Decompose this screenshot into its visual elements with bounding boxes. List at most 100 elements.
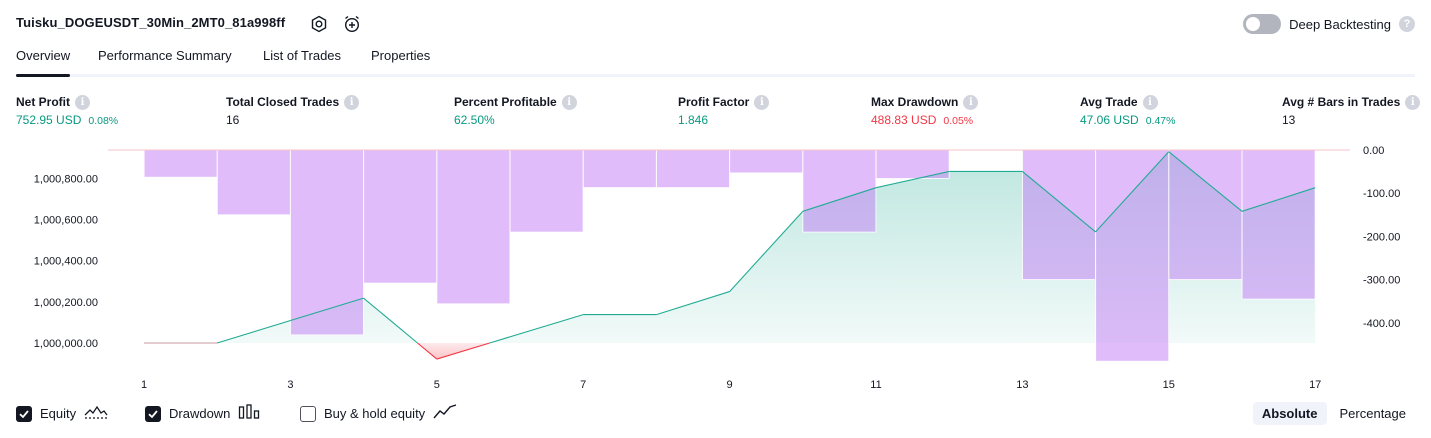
- metric-label: Total Closed Trades: [226, 95, 340, 109]
- drawdown-bar: [1168, 149, 1243, 281]
- right-axis-tick-label: -200.00: [1363, 231, 1400, 243]
- x-axis-tick-label: 13: [1016, 379, 1028, 391]
- x-axis-tick-label: 15: [1163, 379, 1175, 391]
- legend-label: Drawdown: [169, 406, 231, 421]
- legend-drawdown[interactable]: Drawdown: [145, 404, 260, 423]
- right-axis-tick-label: 0.00: [1363, 145, 1384, 157]
- equity-line-segment: [1022, 170, 1096, 233]
- percentage-button[interactable]: Percentage: [1339, 406, 1407, 421]
- drawdown-bar: [143, 149, 218, 178]
- tab-list-of-trades[interactable]: List of Trades: [263, 48, 342, 63]
- metric-value: 16: [226, 113, 240, 127]
- equity-line-segment: [417, 342, 438, 360]
- legend-buy-hold-equity[interactable]: Buy & hold equity: [300, 404, 457, 423]
- deep-backtesting-toggle[interactable]: [1243, 14, 1282, 34]
- drawdown-bar: [656, 149, 730, 188]
- add-alert-icon[interactable]: [342, 14, 362, 34]
- drawdown-bar: [363, 149, 438, 284]
- metric-total-closed-trades: Total Closed Trades i 16: [226, 93, 360, 127]
- report-header: Tuisku_DOGEUSDT_30Min_2MT0_81a998ff Deep…: [16, 12, 1415, 38]
- tab-properties[interactable]: Properties: [371, 48, 431, 63]
- left-axis-tick-label: 1,000,600.00: [34, 215, 98, 227]
- x-axis-tick-label: 17: [1309, 379, 1321, 391]
- metric-profit-factor: Profit Factor i 1.846: [678, 93, 770, 127]
- left-axis-tick-label: 1,000,200.00: [34, 297, 98, 309]
- metric-label: Avg Trade: [1080, 95, 1138, 109]
- info-icon[interactable]: i: [561, 94, 577, 110]
- x-axis-tick-label: 3: [287, 379, 293, 391]
- bar-chart-icon: [238, 404, 260, 423]
- area-chart-icon: [84, 404, 108, 423]
- metric-percent-profitable: Percent Profitable i 62.50%: [454, 93, 577, 127]
- metric-percent: 0.05%: [943, 115, 974, 127]
- drawdown-bar: [582, 149, 657, 188]
- metric-percent: 0.08%: [88, 115, 119, 127]
- help-icon[interactable]: ?: [1399, 16, 1415, 32]
- right-axis-tick-label: -300.00: [1363, 275, 1400, 287]
- info-icon[interactable]: i: [754, 94, 770, 110]
- view-mode-switch: Absolute Percentage: [1252, 402, 1415, 425]
- legend-equity[interactable]: Equity: [16, 404, 108, 423]
- equity-negative-area: [417, 343, 490, 360]
- equity-drawdown-chart: 1,000,000.00 1,000,200.00 1,000,400.00 1,00…: [34, 145, 1401, 391]
- drawdown-bar: [1241, 149, 1316, 300]
- left-axis-tick-label: 1,000,400.00: [34, 256, 98, 268]
- x-axis-tick-label: 1: [141, 379, 147, 391]
- info-icon[interactable]: i: [75, 94, 90, 110]
- drawdown-bar: [1095, 149, 1170, 362]
- metric-value: 1.846: [678, 113, 709, 127]
- equity-line-segment: [1095, 151, 1170, 233]
- drawdown-bar: [290, 149, 364, 336]
- drawdown-bar: [1022, 149, 1096, 281]
- drawdown-bar: [509, 149, 584, 233]
- deep-backtesting-control: Deep Backtesting ?: [1243, 12, 1415, 36]
- metric-label: Profit Factor: [678, 95, 750, 109]
- legend-label: Equity: [40, 406, 77, 421]
- absolute-button[interactable]: Absolute: [1252, 402, 1327, 425]
- drawdown-bar: [216, 149, 291, 216]
- equity-line-segment: [729, 210, 804, 292]
- info-icon[interactable]: i: [1405, 94, 1421, 110]
- info-icon[interactable]: i: [344, 94, 360, 110]
- left-axis-tick-label: 1,000,800.00: [34, 173, 98, 185]
- equity-line-segment: [363, 297, 418, 344]
- settings-icon[interactable]: [309, 14, 329, 34]
- equity-line-segment: [875, 170, 950, 189]
- metric-avg-bars-in-trades: Avg # Bars in Trades i 13: [1282, 93, 1421, 127]
- metric-net-profit: Net Profit i 752.95 USD 0.08%: [16, 93, 118, 127]
- drawdown-bar: [802, 149, 877, 233]
- metric-value: 488.83 USD: [871, 113, 937, 127]
- left-axis-tick-label: 1,000,000.00: [34, 338, 98, 350]
- strategy-title: Tuisku_DOGEUSDT_30Min_2MT0_81a998ff: [16, 15, 286, 30]
- equity-checkbox[interactable]: [16, 405, 32, 422]
- drawdown-checkbox[interactable]: [145, 405, 161, 422]
- x-axis-tick-label: 11: [870, 379, 881, 391]
- metric-label: Percent Profitable: [454, 95, 557, 109]
- metric-label: Avg # Bars in Trades: [1282, 95, 1401, 109]
- right-axis-tick-label: -100.00: [1363, 188, 1400, 200]
- equity-line-segment: [1168, 151, 1243, 212]
- equity-line-segment: [217, 297, 364, 344]
- metric-label: Max Drawdown: [871, 95, 959, 109]
- equity-line-segment: [489, 314, 584, 344]
- metric-value: 62.50%: [454, 113, 495, 127]
- metric-value: 47.06 USD: [1080, 113, 1139, 127]
- x-axis-tick-label: 5: [434, 379, 440, 391]
- report-tabs: Overview Performance Summary List of Tra…: [16, 44, 1415, 77]
- metric-value: 13: [1282, 113, 1296, 127]
- metric-percent: 0.47%: [1145, 115, 1176, 127]
- drawdown-bar: [436, 149, 511, 305]
- info-icon[interactable]: i: [1142, 94, 1158, 110]
- buy-hold-checkbox[interactable]: [300, 405, 316, 422]
- x-axis-tick-label: 9: [727, 379, 733, 391]
- info-icon[interactable]: i: [963, 94, 979, 110]
- chart-footer: Equity Drawdown Buy & hold equity Absolu…: [16, 402, 1415, 426]
- legend-label: Buy & hold equity: [324, 406, 426, 421]
- line-chart-icon: [433, 404, 457, 423]
- equity-line-segment: [1241, 187, 1316, 212]
- tab-overview[interactable]: Overview: [16, 48, 71, 77]
- tab-performance-summary[interactable]: Performance Summary: [98, 48, 232, 63]
- metric-value: 752.95 USD: [16, 113, 82, 127]
- metric-avg-trade: Avg Trade i 47.06 USD 0.47%: [1080, 93, 1175, 127]
- right-axis-tick-label: -400.00: [1363, 318, 1400, 330]
